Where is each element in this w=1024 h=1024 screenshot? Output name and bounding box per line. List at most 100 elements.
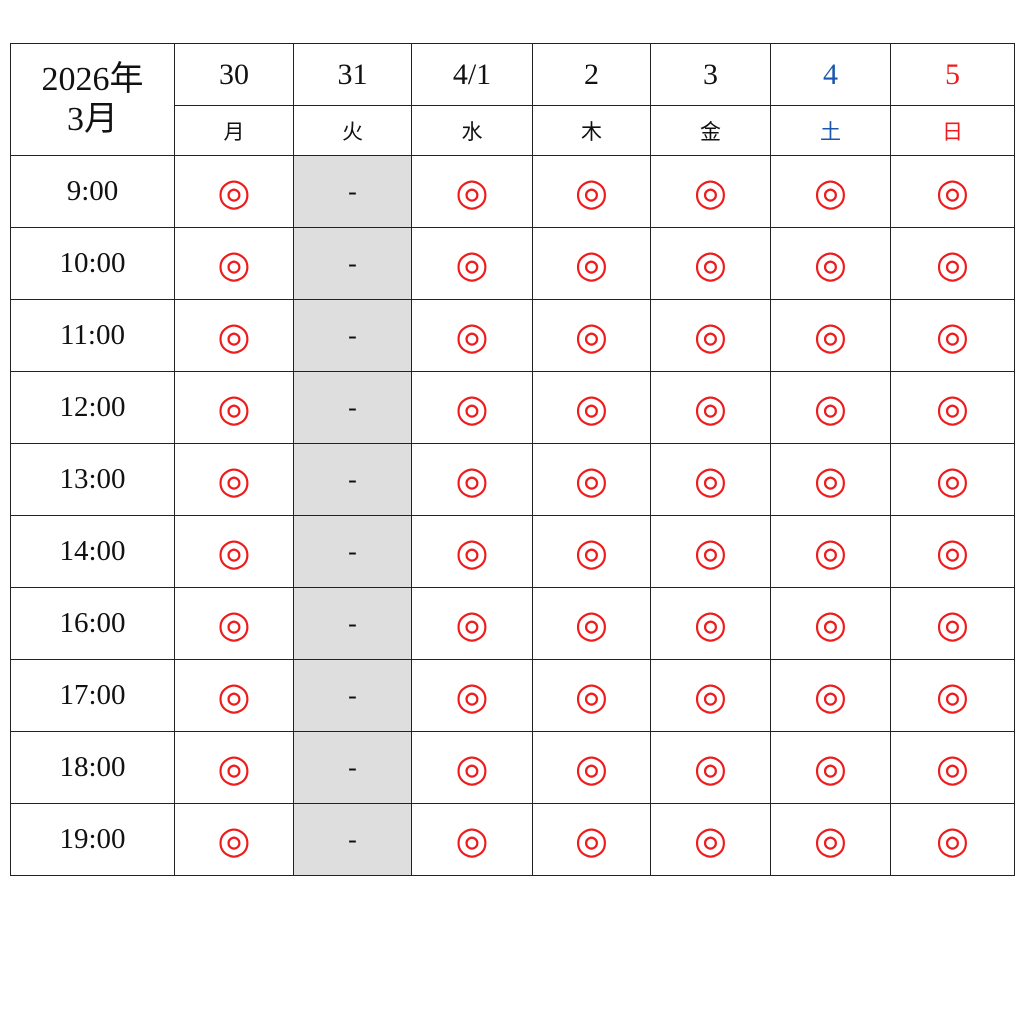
available-slot-cell[interactable]: ◎ — [532, 659, 651, 732]
available-slot-cell[interactable]: ◎ — [411, 299, 533, 372]
available-slot-cell[interactable]: ◎ — [890, 515, 1015, 588]
available-slot-cell[interactable]: ◎ — [650, 731, 771, 804]
available-slot-cell[interactable]: ◎ — [174, 299, 294, 372]
time-slot-row: 19:00 ◎ - ◎ ◎ ◎ ◎ ◎ — [10, 803, 1015, 876]
year-label: 2026年 — [41, 60, 144, 98]
available-slot-cell[interactable]: ◎ — [770, 227, 891, 300]
available-slot-cell[interactable]: ◎ — [650, 443, 771, 516]
time-slot-row: 9:00 ◎ - ◎ ◎ ◎ ◎ ◎ — [10, 155, 1015, 228]
available-slot-cell[interactable]: ◎ — [890, 731, 1015, 804]
available-slot-cell[interactable]: ◎ — [532, 443, 651, 516]
closed-slot-cell: - — [293, 587, 412, 660]
available-slot-cell[interactable]: ◎ — [770, 659, 891, 732]
available-slot-cell[interactable]: ◎ — [174, 515, 294, 588]
available-slot-cell[interactable]: ◎ — [411, 227, 533, 300]
closed-slot-cell: - — [293, 155, 412, 228]
available-slot-cell[interactable]: ◎ — [770, 803, 891, 876]
available-slot-cell[interactable]: ◎ — [770, 155, 891, 228]
available-slot-cell[interactable]: ◎ — [770, 587, 891, 660]
weekday-header-row: 月火水木金土日 — [11, 105, 1015, 156]
available-slot-cell[interactable]: ◎ — [770, 371, 891, 444]
closed-slot-cell: - — [293, 227, 412, 300]
time-slot-row: 10:00 ◎ - ◎ ◎ ◎ ◎ ◎ — [10, 227, 1015, 300]
available-slot-cell[interactable]: ◎ — [174, 371, 294, 444]
time-label: 18:00 — [10, 731, 175, 804]
available-slot-cell[interactable]: ◎ — [174, 227, 294, 300]
time-slot-row: 17:00 ◎ - ◎ ◎ ◎ ◎ ◎ — [10, 659, 1015, 732]
month-label-cell: 2026年 3月 — [10, 43, 175, 156]
available-slot-cell[interactable]: ◎ — [650, 299, 771, 372]
available-slot-cell[interactable]: ◎ — [532, 371, 651, 444]
date-header-cell: 31 — [293, 43, 412, 106]
available-slot-cell[interactable]: ◎ — [532, 587, 651, 660]
available-slot-cell[interactable]: ◎ — [890, 803, 1015, 876]
available-slot-cell[interactable]: ◎ — [890, 299, 1015, 372]
available-slot-cell[interactable]: ◎ — [890, 371, 1015, 444]
available-slot-cell[interactable]: ◎ — [411, 371, 533, 444]
weekday-header-cell: 日 — [890, 105, 1015, 156]
available-slot-cell[interactable]: ◎ — [532, 299, 651, 372]
time-slot-row: 13:00 ◎ - ◎ ◎ ◎ ◎ ◎ — [10, 443, 1015, 516]
available-slot-cell[interactable]: ◎ — [411, 155, 533, 228]
available-slot-cell[interactable]: ◎ — [411, 731, 533, 804]
available-slot-cell[interactable]: ◎ — [650, 587, 771, 660]
available-slot-cell[interactable]: ◎ — [770, 299, 891, 372]
weekday-header-cell: 土 — [770, 105, 891, 156]
available-slot-cell[interactable]: ◎ — [650, 659, 771, 732]
time-label: 11:00 — [10, 299, 175, 372]
available-slot-cell[interactable]: ◎ — [650, 515, 771, 588]
month-label: 3月 — [67, 100, 118, 138]
available-slot-cell[interactable]: ◎ — [890, 155, 1015, 228]
date-header-cell: 3 — [650, 43, 771, 106]
date-header-cell: 5 — [890, 43, 1015, 106]
available-slot-cell[interactable]: ◎ — [770, 515, 891, 588]
available-slot-cell[interactable]: ◎ — [650, 155, 771, 228]
available-slot-cell[interactable]: ◎ — [411, 803, 533, 876]
available-slot-cell[interactable]: ◎ — [890, 443, 1015, 516]
time-slot-row: 16:00 ◎ - ◎ ◎ ◎ ◎ ◎ — [10, 587, 1015, 660]
available-slot-cell[interactable]: ◎ — [650, 227, 771, 300]
available-slot-cell[interactable]: ◎ — [411, 659, 533, 732]
available-slot-cell[interactable]: ◎ — [532, 731, 651, 804]
weekday-header-cell: 火 — [293, 105, 412, 156]
available-slot-cell[interactable]: ◎ — [174, 659, 294, 732]
available-slot-cell[interactable]: ◎ — [174, 443, 294, 516]
reservation-schedule-table: 2026年 3月 30 31 4/1 2 3 4 5 月火水木金土日 9:00 ◎ - ◎ ◎ ◎ ◎ ◎… — [10, 43, 1015, 876]
available-slot-cell[interactable]: ◎ — [890, 227, 1015, 300]
time-label: 12:00 — [10, 371, 175, 444]
time-label: 10:00 — [10, 227, 175, 300]
available-slot-cell[interactable]: ◎ — [770, 443, 891, 516]
available-slot-cell[interactable]: ◎ — [174, 731, 294, 804]
closed-slot-cell: - — [293, 731, 412, 804]
weekday-header-cell: 月 — [174, 105, 294, 156]
available-slot-cell[interactable]: ◎ — [411, 587, 533, 660]
available-slot-cell[interactable]: ◎ — [890, 587, 1015, 660]
time-label: 14:00 — [10, 515, 175, 588]
available-slot-cell[interactable]: ◎ — [890, 659, 1015, 732]
time-slot-row: 18:00 ◎ - ◎ ◎ ◎ ◎ ◎ — [10, 731, 1015, 804]
time-label: 9:00 — [10, 155, 175, 228]
available-slot-cell[interactable]: ◎ — [174, 587, 294, 660]
available-slot-cell[interactable]: ◎ — [174, 155, 294, 228]
available-slot-cell[interactable]: ◎ — [174, 803, 294, 876]
available-slot-cell[interactable]: ◎ — [411, 515, 533, 588]
available-slot-cell[interactable]: ◎ — [770, 731, 891, 804]
closed-slot-cell: - — [293, 515, 412, 588]
available-slot-cell[interactable]: ◎ — [532, 803, 651, 876]
available-slot-cell[interactable]: ◎ — [532, 227, 651, 300]
closed-slot-cell: - — [293, 371, 412, 444]
time-label: 13:00 — [10, 443, 175, 516]
date-header-cell: 2 — [532, 43, 651, 106]
time-label: 16:00 — [10, 587, 175, 660]
date-header-row: 2026年 3月 30 31 4/1 2 3 4 5 — [10, 43, 1015, 156]
time-slot-row: 14:00 ◎ - ◎ ◎ ◎ ◎ ◎ — [10, 515, 1015, 588]
available-slot-cell[interactable]: ◎ — [532, 155, 651, 228]
time-slot-row: 12:00 ◎ - ◎ ◎ ◎ ◎ ◎ — [10, 371, 1015, 444]
available-slot-cell[interactable]: ◎ — [650, 803, 771, 876]
date-header-cell: 30 — [174, 43, 294, 106]
time-label: 19:00 — [10, 803, 175, 876]
available-slot-cell[interactable]: ◎ — [411, 443, 533, 516]
available-slot-cell[interactable]: ◎ — [532, 515, 651, 588]
available-slot-cell[interactable]: ◎ — [650, 371, 771, 444]
date-header-cell: 4 — [770, 43, 891, 106]
